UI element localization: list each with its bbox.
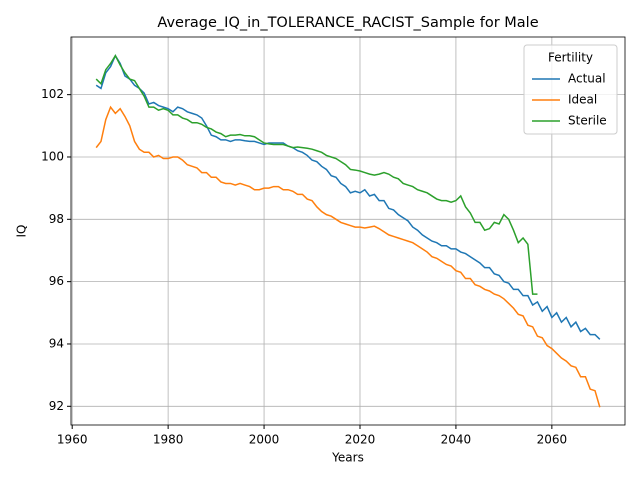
y-tick-label: 94 [49,336,64,350]
y-tick-label: 98 [49,212,64,226]
x-tick-label: 1980 [153,433,184,447]
y-tick-label: 92 [49,399,64,413]
x-axis-label: Years [331,451,364,465]
x-tick-label: 2000 [249,433,280,447]
legend-label: Ideal [568,93,597,107]
plot-frame [70,36,626,426]
legend-label: Actual [568,72,606,86]
y-tick-label: 102 [41,87,64,101]
y-tick-label: 100 [41,149,64,163]
chart-title: Average_IQ_in_TOLERANCE_RACIST_Sample fo… [157,15,538,31]
legend-title: Fertility [548,51,593,65]
x-tick-label: 2040 [441,433,472,447]
legend: Fertility Actual Ideal Sterile [523,44,618,135]
x-tick-label: 2020 [345,433,376,447]
x-tick-label: 1960 [57,433,88,447]
series-line [95,54,538,295]
legend-label: Sterile [568,114,607,128]
x-tick-label: 2060 [537,433,568,447]
series-line [95,105,601,408]
legend-box [523,44,618,135]
series-line [95,54,601,340]
y-axis-label: IQ [15,225,29,238]
y-tick-label: 96 [49,274,64,288]
